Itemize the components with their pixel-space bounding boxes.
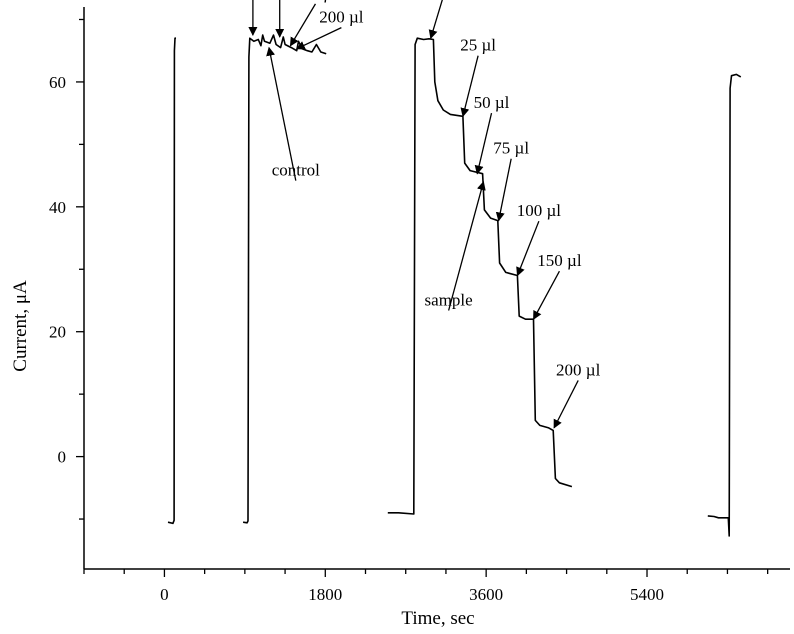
annotation-arrow [295,27,342,50]
annotation-label: control [272,161,320,180]
x-tick-label: 3600 [469,585,503,604]
annotation-arrow [289,3,317,47]
x-tick-label: 0 [160,585,169,604]
y-axis-title: Current, μA [10,280,31,372]
annotation-label: 100 µl [293,0,338,3]
series-line-segment [167,37,176,525]
annotation-arrow [495,158,512,222]
annotation-label: 200 µl [319,8,364,27]
series-line-segment [242,34,327,524]
x-tick-label: 5400 [630,585,664,604]
annotation-label: 50 µl [474,93,510,112]
annotation-arrow [553,380,579,429]
x-tick-label: 1800 [308,585,342,604]
annotation-label: 150 µl [537,251,582,270]
y-tick-label: 20 [49,323,66,342]
annotation-arrow [428,0,443,40]
y-tick-label: 0 [58,448,67,467]
y-tick-label: 40 [49,198,66,217]
annotation-arrow [460,55,479,118]
annotation-label: 200 µl [556,360,601,379]
annotation-arrow [266,46,297,181]
annotation-label: sample [425,290,473,309]
annotation-label: 25 µl [460,36,496,55]
annotation-label: 100 µl [517,201,562,220]
annotation-arrow [447,180,486,311]
annotation-arrow [474,113,493,175]
annotation-label: 75 µl [493,139,529,158]
x-axis-title: Time, sec [401,608,474,629]
y-tick-label: 60 [49,73,66,92]
series-line-segment [707,73,742,537]
data-series [167,34,742,537]
annotation-arrow [516,220,540,277]
annotation-arrow [532,270,561,321]
axes: 0 1800 3600 5400 0 20 40 60 [49,7,790,604]
series-line-segment [387,37,573,515]
